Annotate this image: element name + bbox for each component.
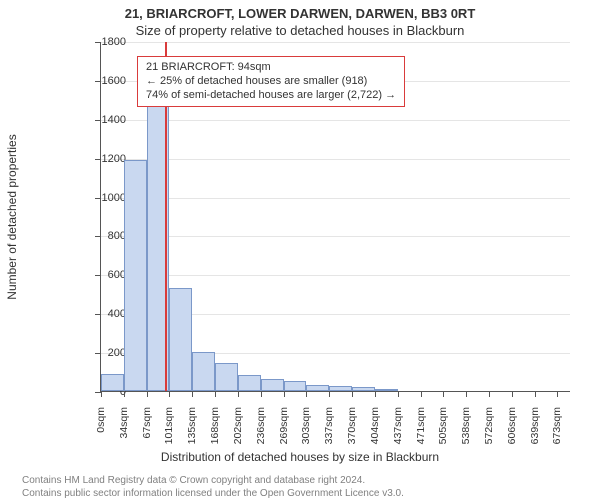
y-tick-label: 1200 (86, 153, 126, 165)
x-tick-label: 269sqm (278, 407, 290, 457)
histogram-bar (101, 374, 124, 392)
x-tick-label: 236sqm (255, 407, 267, 457)
x-tick-label: 0sqm (95, 407, 107, 457)
x-tick-label: 202sqm (232, 407, 244, 457)
histogram-bar (284, 381, 307, 391)
annotation-line-smaller: ← 25% of detached houses are smaller (91… (146, 75, 396, 89)
chart-title-address: 21, BRIARCROFT, LOWER DARWEN, DARWEN, BB… (0, 6, 600, 21)
footer-line-2: Contains public sector information licen… (22, 487, 600, 500)
histogram-bar (306, 385, 329, 391)
x-tick-label: 337sqm (323, 407, 335, 457)
gridline (101, 275, 570, 276)
histogram-bar (329, 386, 352, 391)
x-tick (238, 391, 239, 397)
x-tick-label: 34sqm (118, 407, 130, 457)
y-tick-label: 200 (86, 347, 126, 359)
x-tick (466, 391, 467, 397)
histogram-bar (215, 363, 238, 391)
annotation-line-larger: 74% of semi-detached houses are larger (… (146, 89, 396, 103)
histogram-bar (238, 375, 261, 391)
chart-area: Number of detached properties 0200400600… (70, 42, 570, 392)
y-tick-label: 600 (86, 269, 126, 281)
x-tick (421, 391, 422, 397)
x-tick-label: 471sqm (415, 407, 427, 457)
gridline (101, 236, 570, 237)
gridline (101, 159, 570, 160)
x-tick (512, 391, 513, 397)
histogram-bar (169, 288, 192, 391)
x-tick-label: 370sqm (346, 407, 358, 457)
y-tick-label: 400 (86, 308, 126, 320)
footer-line-1: Contains HM Land Registry data © Crown c… (22, 474, 600, 487)
x-tick-label: 639sqm (529, 407, 541, 457)
y-tick-label: 1000 (86, 192, 126, 204)
x-tick (557, 391, 558, 397)
y-tick-label: 800 (86, 230, 126, 242)
x-tick-label: 437sqm (392, 407, 404, 457)
x-tick (329, 391, 330, 397)
x-tick (375, 391, 376, 397)
x-tick (147, 391, 148, 397)
x-tick-label: 168sqm (209, 407, 221, 457)
x-tick-label: 606sqm (506, 407, 518, 457)
x-tick (398, 391, 399, 397)
y-tick-label: 1400 (86, 114, 126, 126)
gridline (101, 42, 570, 43)
x-tick (284, 391, 285, 397)
x-tick (535, 391, 536, 397)
x-tick-label: 505sqm (437, 407, 449, 457)
histogram-bar (375, 389, 398, 391)
footer-attribution: Contains HM Land Registry data © Crown c… (22, 474, 600, 500)
x-tick-label: 673sqm (551, 407, 563, 457)
x-tick (169, 391, 170, 397)
x-tick-label: 101sqm (163, 407, 175, 457)
y-tick-label: 1800 (86, 36, 126, 48)
x-tick-label: 303sqm (300, 407, 312, 457)
histogram-bar (192, 352, 215, 391)
x-tick (192, 391, 193, 397)
x-tick-label: 404sqm (369, 407, 381, 457)
x-tick (306, 391, 307, 397)
x-tick (489, 391, 490, 397)
histogram-bar (352, 387, 375, 391)
x-tick (215, 391, 216, 397)
x-tick (352, 391, 353, 397)
x-tick (101, 391, 102, 397)
property-annotation-box: 21 BRIARCROFT: 94sqm ← 25% of detached h… (137, 56, 405, 107)
y-axis-label: Number of detached properties (5, 134, 19, 299)
x-tick-label: 67sqm (141, 407, 153, 457)
gridline (101, 198, 570, 199)
x-tick-label: 135sqm (186, 407, 198, 457)
histogram-bar (124, 160, 147, 391)
y-tick-label: 1600 (86, 75, 126, 87)
plot-region: 0200400600800100012001400160018000sqm34s… (100, 42, 570, 392)
x-tick-label: 572sqm (483, 407, 495, 457)
histogram-bar (261, 379, 284, 391)
gridline (101, 120, 570, 121)
x-tick (443, 391, 444, 397)
annotation-line-property: 21 BRIARCROFT: 94sqm (146, 61, 396, 75)
x-tick-label: 538sqm (460, 407, 472, 457)
x-tick (261, 391, 262, 397)
x-tick (124, 391, 125, 397)
